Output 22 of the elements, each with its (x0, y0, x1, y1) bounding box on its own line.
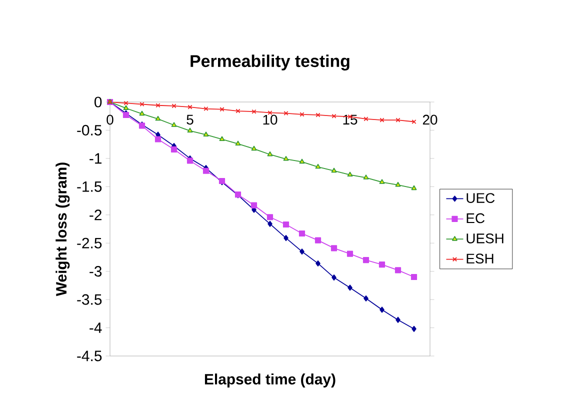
chart-title: Permeability testing (190, 54, 350, 71)
x-axis-title: Elapsed time (day) (204, 374, 336, 388)
x-tick-label: 20 (422, 114, 438, 125)
x-tick-label: 10 (263, 114, 278, 125)
x-tick-label: 0 (106, 114, 114, 125)
x-tick-label: 15 (343, 114, 358, 125)
legend-label: ESH (466, 254, 494, 264)
legend-label: UESH (466, 233, 504, 244)
y-tick-label: -1 (90, 153, 102, 164)
x-tick-label: 5 (186, 114, 194, 125)
y-tick-label: -2 (90, 210, 102, 220)
y-tick-label: -0.5 (77, 124, 102, 136)
y-tick-label: 0 (94, 96, 102, 108)
y-tick-label: -2.5 (77, 238, 102, 248)
y-tick-label: -1.5 (77, 181, 102, 192)
y-tick-label: -3.5 (77, 294, 102, 305)
y-axis-title: Weight loss (gram) (56, 162, 70, 296)
y-tick-label: -3 (90, 266, 102, 277)
legend-label: EC (466, 213, 485, 224)
legend-label: UEC (466, 193, 495, 203)
y-tick-label: -4.5 (77, 350, 102, 362)
y-tick-label: -4 (90, 322, 102, 333)
